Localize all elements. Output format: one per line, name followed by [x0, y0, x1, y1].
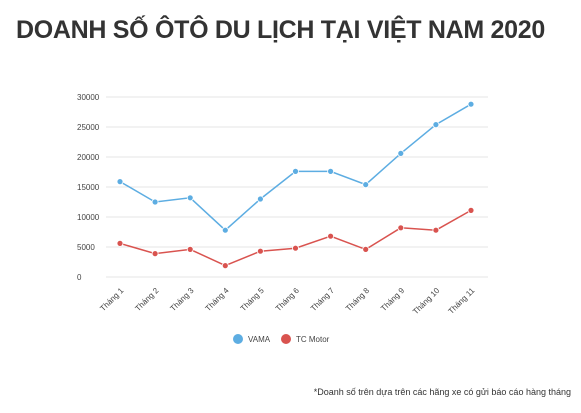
- data-point: [362, 181, 370, 189]
- x-tick-label: Tháng 9: [379, 286, 407, 314]
- legend-marker: [281, 334, 291, 344]
- y-tick-label: 20000: [77, 153, 100, 162]
- data-point: [186, 194, 194, 202]
- data-point: [151, 198, 159, 206]
- y-tick-label: 25000: [77, 123, 100, 132]
- x-tick-label: Tháng 3: [168, 286, 196, 314]
- footnote: *Doanh số trên dựa trên các hãng xe có g…: [313, 387, 571, 397]
- data-point: [221, 262, 229, 270]
- x-tick-label: Tháng 11: [447, 286, 477, 316]
- x-tick-label: Tháng 5: [239, 286, 267, 314]
- data-point: [397, 224, 405, 232]
- data-point: [256, 247, 264, 255]
- legend-marker: [233, 334, 243, 344]
- chart-title: DOANH SỐ ÔTÔ DU LỊCH TẠI VIỆT NAM 2020: [16, 16, 545, 44]
- data-point: [432, 121, 440, 128]
- x-tick-label: Tháng 6: [274, 286, 302, 314]
- data-point: [432, 226, 440, 234]
- y-tick-label: 5000: [77, 243, 95, 252]
- x-tick-label: Tháng 7: [309, 286, 337, 314]
- data-point: [467, 206, 475, 214]
- x-tick-label: Tháng 2: [133, 286, 161, 314]
- y-tick-label: 30000: [77, 93, 100, 102]
- y-tick-label: 0: [77, 273, 82, 282]
- data-point: [467, 100, 475, 108]
- x-tick-label: Tháng 8: [344, 286, 372, 314]
- y-axis-ticks: 0 5000 10000 15000 20000 25000 30000: [77, 93, 100, 282]
- data-point: [327, 167, 335, 175]
- x-tick-label: Tháng 10: [411, 286, 442, 317]
- x-axis-ticks: Tháng 1 Tháng 2 Tháng 3 Tháng 4 Tháng 5 Tháng…: [98, 286, 477, 317]
- x-tick-label: Tháng 4: [204, 286, 232, 314]
- data-point: [116, 178, 124, 186]
- data-point: [221, 226, 229, 234]
- series-line-1: [119, 209, 472, 267]
- data-point: [116, 239, 124, 247]
- data-point: [362, 245, 370, 253]
- data-point: [292, 167, 299, 175]
- data-point: [397, 149, 405, 157]
- data-point: [327, 232, 335, 240]
- legend-label: TC Motor: [296, 335, 330, 344]
- y-tick-label: 15000: [77, 183, 100, 192]
- series-line-0: [119, 103, 472, 232]
- data-point: [256, 195, 264, 203]
- x-tick-label: Tháng 1: [98, 286, 126, 314]
- legend-label: VAMA: [248, 335, 271, 344]
- legend: VAMA TC Motor: [233, 334, 330, 344]
- y-tick-label: 10000: [77, 213, 100, 222]
- data-point: [151, 250, 159, 258]
- series-group: [116, 100, 475, 270]
- data-point: [186, 245, 194, 253]
- data-point: [292, 244, 299, 252]
